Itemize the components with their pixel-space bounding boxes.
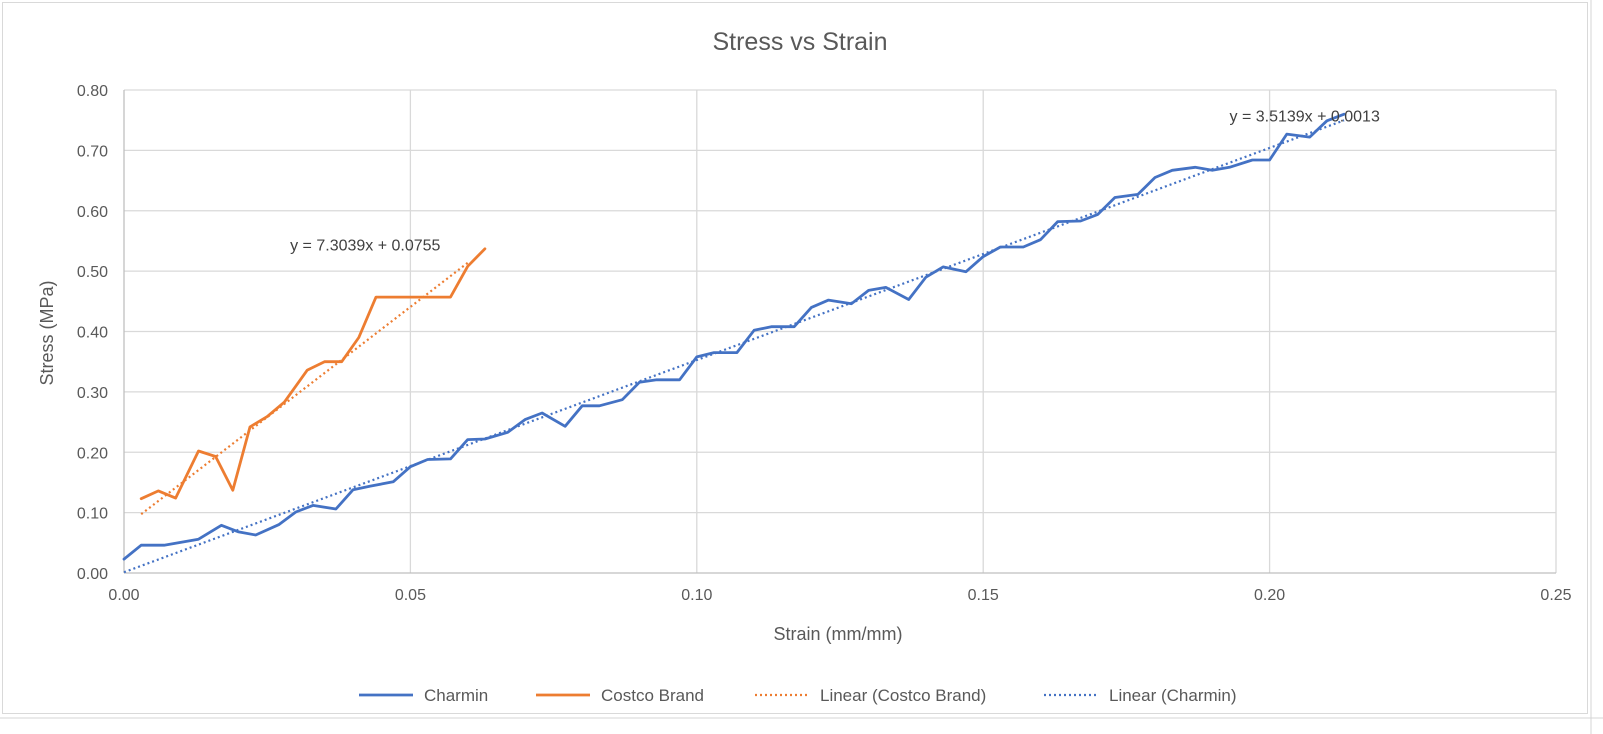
y-axis-tick-labels: 0.00 0.10 0.20 0.30 0.40 0.50 0.60 0.70 0.80 (77, 83, 108, 583)
trendline-equation-label: y = 3.5139x + 0.0013 (1230, 108, 1380, 125)
y-tick-label: 0.10 (77, 506, 108, 523)
data-series (122, 112, 1346, 561)
x-axis-title: Strain (mm/mm) (774, 624, 903, 644)
chart-legend: Charmin Costco Brand Linear (Costco Brand)… (359, 686, 1237, 705)
y-tick-label: 0.60 (77, 204, 108, 221)
legend-label: Linear (Charmin) (1109, 686, 1237, 705)
y-tick-label: 0.40 (77, 325, 108, 342)
x-tick-label: 0.00 (108, 587, 139, 604)
series-line-costco-brand (139, 247, 487, 501)
plot-axes (123, 90, 1556, 574)
y-tick-label: 0.30 (77, 385, 108, 402)
legend-label: Costco Brand (601, 686, 704, 705)
series-line-charmin (122, 112, 1346, 561)
trendline-equation-label: y = 7.3039x + 0.0755 (290, 238, 440, 255)
plot-gridlines (124, 89, 1557, 573)
y-tick-label: 0.80 (77, 83, 108, 100)
x-axis-tick-labels: 0.00 0.05 0.10 0.15 0.20 0.25 (108, 587, 1571, 604)
x-tick-label: 0.15 (968, 587, 999, 604)
y-tick-label: 0.50 (77, 264, 108, 281)
chart-title: Stress vs Strain (712, 28, 887, 56)
legend-label: Linear (Costco Brand) (820, 686, 986, 705)
x-tick-label: 0.10 (681, 587, 712, 604)
x-tick-label: 0.25 (1540, 587, 1571, 604)
y-axis-title: Stress (MPa) (37, 280, 57, 385)
y-tick-label: 0.20 (77, 445, 108, 462)
trendlines (123, 119, 1345, 574)
trendline-linear-costco-brand (140, 261, 469, 516)
x-tick-label: 0.20 (1254, 587, 1285, 604)
x-tick-label: 0.05 (395, 587, 426, 604)
y-tick-label: 0.70 (77, 143, 108, 160)
trendline-equations: y = 7.3039x + 0.0755 y = 3.5139x + 0.0013 (290, 108, 1380, 254)
legend-label: Charmin (424, 686, 488, 705)
trendline-linear-charmin (123, 119, 1345, 574)
y-tick-label: 0.00 (77, 566, 108, 583)
